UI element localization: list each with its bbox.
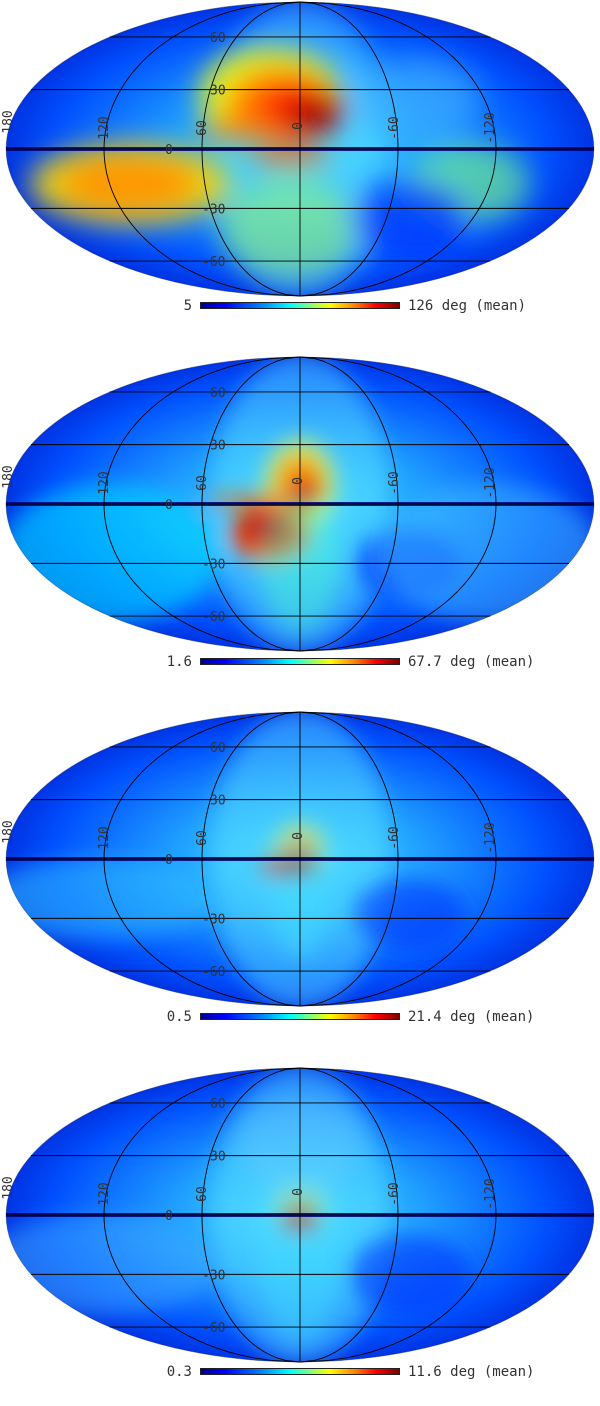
colorbar-3: 0.5 21.4 deg (mean) — [0, 1009, 600, 1029]
latitude-label: 60 — [210, 31, 226, 46]
colorbar-1: 5 126 deg (mean) — [0, 298, 600, 318]
longitude-label: -120 — [483, 112, 498, 143]
latitude-label: 0 — [165, 498, 173, 513]
longitude-label: -120 — [483, 822, 498, 853]
latitude-label: 30 — [210, 1150, 226, 1165]
latitude-label: 60 — [210, 1097, 226, 1112]
colorbar-gradient — [200, 658, 400, 665]
graticule — [6, 356, 594, 652]
longitude-label: 60 — [195, 120, 210, 136]
meridian-line — [299, 711, 497, 1007]
intensity-region — [360, 59, 480, 139]
meridian-line — [299, 356, 399, 652]
latitude-label: 30 — [210, 439, 226, 454]
longitude-label: 120 — [97, 826, 112, 849]
latitude-label: -30 — [202, 912, 225, 927]
intensity-region — [250, 149, 330, 165]
graticule — [6, 711, 594, 1007]
mollweide-map: 60 30 0 -30 -60 180 120 60 0 -60 -120 — [1, 356, 595, 652]
intensity-region — [6, 859, 220, 939]
longitude-label: 120 — [97, 116, 112, 139]
colorbar-max-label: 11.6 deg (mean) — [408, 1364, 535, 1380]
colorbar-min-label: 1.6 — [166, 654, 192, 670]
meridian-line — [299, 1, 399, 297]
longitude-label: 180 — [1, 820, 16, 843]
longitude-label: 180 — [1, 110, 16, 133]
meridian-line — [103, 1, 301, 297]
map-panel-3: 60 30 0 -30 -60 180 120 60 0 -60 -120 — [0, 710, 600, 1050]
meridian-line — [201, 711, 301, 1007]
longitude-label: 120 — [97, 1182, 112, 1205]
intensity-region — [290, 96, 340, 132]
longitude-label: -120 — [483, 1178, 498, 1209]
colorbar-4: 0.3 11.6 deg (mean) — [0, 1364, 600, 1384]
colorbar-gradient — [200, 1013, 400, 1020]
latitude-label: -30 — [202, 1268, 225, 1283]
meridian-line — [299, 356, 497, 652]
longitude-label: 60 — [195, 1186, 210, 1202]
colorbar-min-label: 0.3 — [166, 1364, 192, 1380]
intensity-region — [60, 156, 200, 212]
latitude-label: 0 — [165, 1209, 173, 1224]
meridian-line — [201, 356, 301, 652]
longitude-label: 120 — [97, 471, 112, 494]
latitude-label: 30 — [210, 794, 226, 809]
longitude-label: 180 — [1, 465, 16, 488]
intensity-region — [200, 119, 280, 139]
longitude-label: -60 — [387, 116, 402, 139]
longitude-label: -120 — [483, 467, 498, 498]
mollweide-map: 60 30 0 -30 -60 180 120 60 0 -60 -120 — [1, 1, 595, 297]
meridian-line — [103, 711, 301, 1007]
latitude-label: -30 — [202, 202, 225, 217]
map-panel-2: 60 30 0 -30 -60 180 120 60 0 -60 -120 — [0, 355, 600, 695]
intensity-region — [355, 879, 465, 949]
latitude-label: -60 — [202, 255, 225, 270]
colorbar-max-label: 21.4 deg (mean) — [408, 1009, 535, 1025]
longitude-label: 0 — [291, 122, 306, 130]
colorbar-2: 1.6 67.7 deg (mean) — [0, 654, 600, 674]
longitude-label: 180 — [1, 1176, 16, 1199]
map-panel-1: 60 30 0 -30 -60 180 120 60 0 -60 -120 — [0, 0, 600, 340]
intensity-region — [350, 179, 470, 259]
longitude-label: 0 — [291, 477, 306, 485]
latitude-label: 0 — [165, 853, 173, 868]
longitude-label: 0 — [291, 1188, 306, 1196]
longitude-label: -60 — [387, 471, 402, 494]
longitude-label: -60 — [387, 1182, 402, 1205]
meridian-line — [299, 1067, 399, 1363]
meridian-line — [201, 1, 301, 297]
longitude-label: -60 — [387, 826, 402, 849]
graticule — [6, 1067, 594, 1363]
meridian-line — [299, 1067, 497, 1363]
latitude-label: 0 — [165, 143, 173, 158]
colorbar-min-label: 5 — [183, 298, 192, 314]
colorbar-gradient — [200, 302, 400, 309]
intensity-region — [350, 1235, 470, 1315]
colorbar-gradient — [200, 1368, 400, 1375]
colorbar-max-label: 67.7 deg (mean) — [408, 654, 535, 670]
latitude-label: 60 — [210, 386, 226, 401]
latitude-label: -30 — [202, 557, 225, 572]
meridian-line — [201, 1067, 301, 1363]
map-panel-4: 60 30 0 -30 -60 180 120 60 0 -60 -120 — [0, 1066, 600, 1406]
meridian-line — [299, 711, 399, 1007]
meridian-line — [103, 1067, 301, 1363]
graticule — [6, 1, 594, 297]
mollweide-map: 60 30 0 -30 -60 180 120 60 0 -60 -120 — [1, 711, 595, 1007]
latitude-label: 60 — [210, 741, 226, 756]
meridian-line — [299, 1, 497, 297]
longitude-label: 0 — [291, 832, 306, 840]
latitude-label: -60 — [202, 610, 225, 625]
longitude-label: 60 — [195, 475, 210, 491]
intensity-region — [220, 179, 360, 279]
colorbar-max-label: 126 deg (mean) — [408, 298, 527, 314]
meridian-line — [103, 356, 301, 652]
latitude-label: -60 — [202, 965, 225, 980]
latitude-label: 30 — [210, 84, 226, 99]
latitude-label: -60 — [202, 1321, 225, 1336]
longitude-label: 60 — [195, 830, 210, 846]
mollweide-map: 60 30 0 -30 -60 180 120 60 0 -60 -120 — [1, 1067, 595, 1363]
colorbar-min-label: 0.5 — [166, 1009, 192, 1025]
